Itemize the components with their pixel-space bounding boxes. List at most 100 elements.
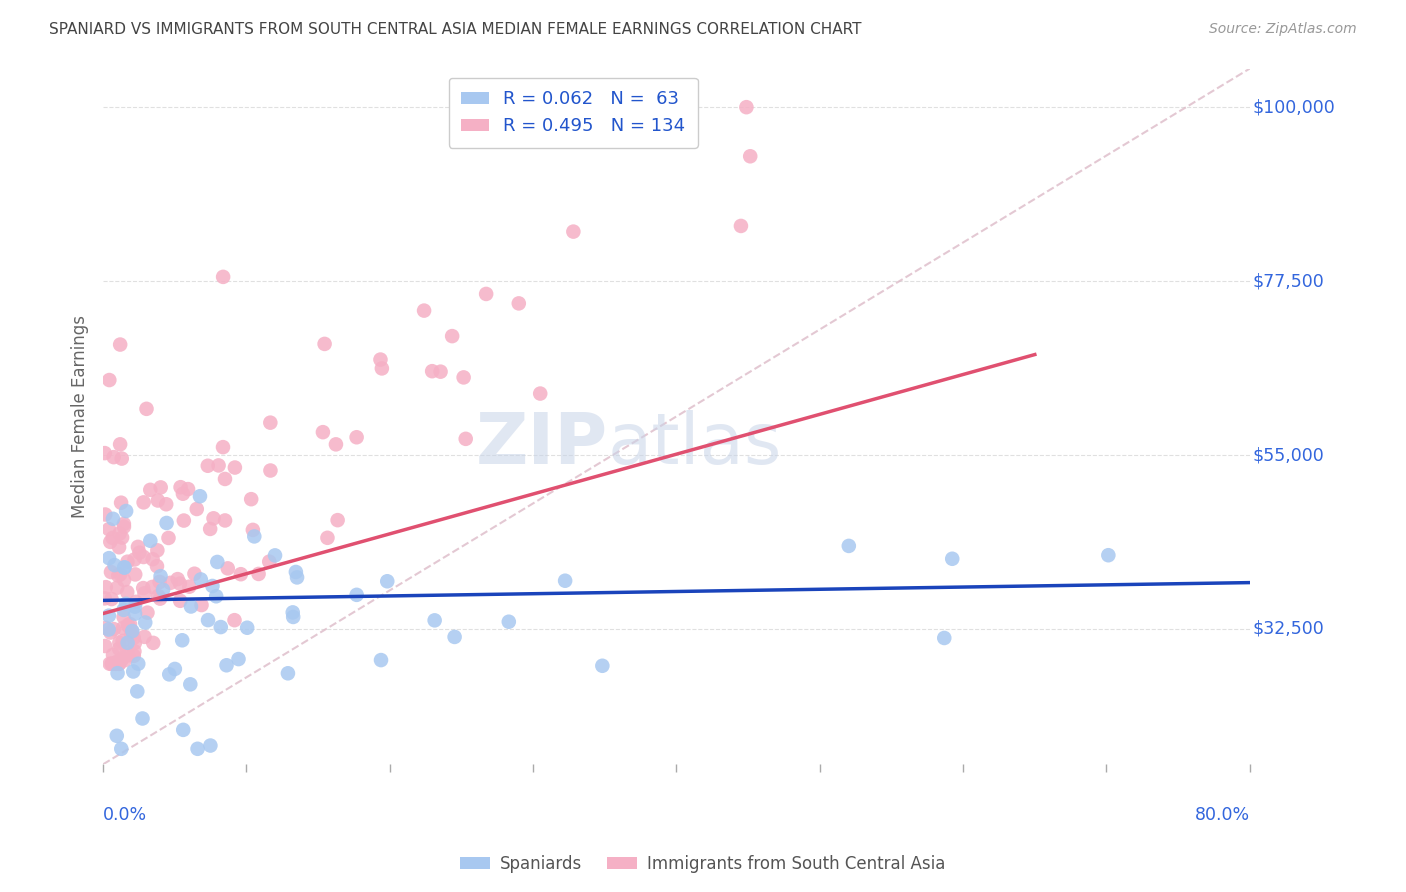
Immigrants from South Central Asia <box>132 581 155 595</box>
Immigrants from South Central Asia <box>149 574 172 589</box>
Immigrants from South Central Asia <box>122 631 145 645</box>
Immigrants from South Central Asia <box>146 493 169 508</box>
Immigrants from South Central Asia <box>110 567 132 582</box>
Immigrants from South Central Asia <box>132 495 155 509</box>
Spaniards <box>112 603 135 617</box>
Immigrants from South Central Asia <box>94 446 117 460</box>
Immigrants from South Central Asia <box>108 526 131 541</box>
Immigrants from South Central Asia <box>132 549 155 564</box>
Immigrants from South Central Asia <box>114 653 136 667</box>
Immigrants from South Central Asia <box>100 625 122 640</box>
Immigrants from South Central Asia <box>101 531 124 545</box>
Immigrants from South Central Asia <box>111 634 134 648</box>
Text: SPANIARD VS IMMIGRANTS FROM SOUTH CENTRAL ASIA MEDIAN FEMALE EARNINGS CORRELATIO: SPANIARD VS IMMIGRANTS FROM SOUTH CENTRA… <box>49 22 862 37</box>
Immigrants from South Central Asia <box>108 337 131 351</box>
Immigrants from South Central Asia <box>110 496 132 510</box>
Immigrants from South Central Asia <box>93 591 115 606</box>
Spaniards <box>591 658 613 673</box>
Immigrants from South Central Asia <box>190 598 212 612</box>
Immigrants from South Central Asia <box>118 617 141 632</box>
Immigrants from South Central Asia <box>173 514 195 528</box>
Text: 80.0%: 80.0% <box>1195 806 1250 824</box>
Spaniards <box>284 565 307 579</box>
Immigrants from South Central Asia <box>148 589 170 603</box>
Spaniards <box>98 551 121 566</box>
Immigrants from South Central Asia <box>125 595 148 609</box>
Immigrants from South Central Asia <box>121 624 143 639</box>
Spaniards <box>215 658 238 673</box>
Immigrants from South Central Asia <box>115 645 138 659</box>
Immigrants from South Central Asia <box>134 630 156 644</box>
Immigrants from South Central Asia <box>247 566 270 581</box>
Immigrants from South Central Asia <box>146 543 169 558</box>
Immigrants from South Central Asia <box>169 480 191 494</box>
Immigrants from South Central Asia <box>198 522 221 536</box>
Spaniards <box>207 555 229 569</box>
Immigrants from South Central Asia <box>212 269 235 284</box>
Immigrants from South Central Asia <box>371 361 394 376</box>
Immigrants from South Central Asia <box>134 586 156 600</box>
Immigrants from South Central Asia <box>98 534 121 549</box>
Immigrants from South Central Asia <box>117 555 139 569</box>
Spaniards <box>155 516 177 530</box>
Immigrants from South Central Asia <box>117 648 139 663</box>
Immigrants from South Central Asia <box>103 450 125 464</box>
Immigrants from South Central Asia <box>177 482 200 496</box>
Immigrants from South Central Asia <box>157 531 180 545</box>
Spaniards <box>172 723 194 737</box>
Spaniards <box>264 549 287 563</box>
Immigrants from South Central Asia <box>197 458 219 473</box>
Immigrants from South Central Asia <box>314 337 336 351</box>
Spaniards <box>201 579 224 593</box>
Spaniards <box>498 615 520 629</box>
Immigrants from South Central Asia <box>98 373 121 387</box>
Spaniards <box>115 504 138 518</box>
Spaniards <box>423 613 446 627</box>
Immigrants from South Central Asia <box>257 555 280 569</box>
Immigrants from South Central Asia <box>139 483 162 497</box>
Spaniards <box>179 677 201 691</box>
Immigrants from South Central Asia <box>120 628 142 642</box>
Spaniards <box>443 630 465 644</box>
Immigrants from South Central Asia <box>117 619 139 633</box>
Spaniards <box>941 551 963 566</box>
Immigrants from South Central Asia <box>454 432 477 446</box>
Spaniards <box>103 558 125 573</box>
Spaniards <box>188 489 211 503</box>
Immigrants from South Central Asia <box>325 437 347 451</box>
Legend: R = 0.062   N =  63, R = 0.495   N = 134: R = 0.062 N = 63, R = 0.495 N = 134 <box>449 78 697 148</box>
Immigrants from South Central Asia <box>100 657 122 671</box>
Immigrants from South Central Asia <box>101 648 124 662</box>
Immigrants from South Central Asia <box>316 531 339 545</box>
Spaniards <box>112 560 135 574</box>
Immigrants from South Central Asia <box>169 594 191 608</box>
Immigrants from South Central Asia <box>108 657 131 671</box>
Immigrants from South Central Asia <box>101 657 124 671</box>
Immigrants from South Central Asia <box>94 639 117 653</box>
Spaniards <box>152 582 174 597</box>
Immigrants from South Central Asia <box>183 566 205 581</box>
Immigrants from South Central Asia <box>127 540 149 554</box>
Spaniards <box>127 684 149 698</box>
Immigrants from South Central Asia <box>217 561 239 575</box>
Spaniards <box>139 533 162 548</box>
Immigrants from South Central Asia <box>740 149 762 163</box>
Spaniards <box>554 574 576 588</box>
Immigrants from South Central Asia <box>98 657 121 671</box>
Spaniards <box>163 662 186 676</box>
Immigrants from South Central Asia <box>420 364 443 378</box>
Spaniards <box>127 657 149 671</box>
Spaniards <box>285 570 308 584</box>
Immigrants from South Central Asia <box>104 657 127 671</box>
Immigrants from South Central Asia <box>105 581 128 595</box>
Immigrants from South Central Asia <box>441 329 464 343</box>
Immigrants from South Central Asia <box>508 296 530 310</box>
Immigrants from South Central Asia <box>259 416 281 430</box>
Spaniards <box>190 573 212 587</box>
Immigrants from South Central Asia <box>124 644 146 658</box>
Immigrants from South Central Asia <box>94 580 117 594</box>
Text: Source: ZipAtlas.com: Source: ZipAtlas.com <box>1209 22 1357 37</box>
Immigrants from South Central Asia <box>111 451 134 466</box>
Text: $77,500: $77,500 <box>1253 272 1324 290</box>
Immigrants from South Central Asia <box>128 546 150 560</box>
